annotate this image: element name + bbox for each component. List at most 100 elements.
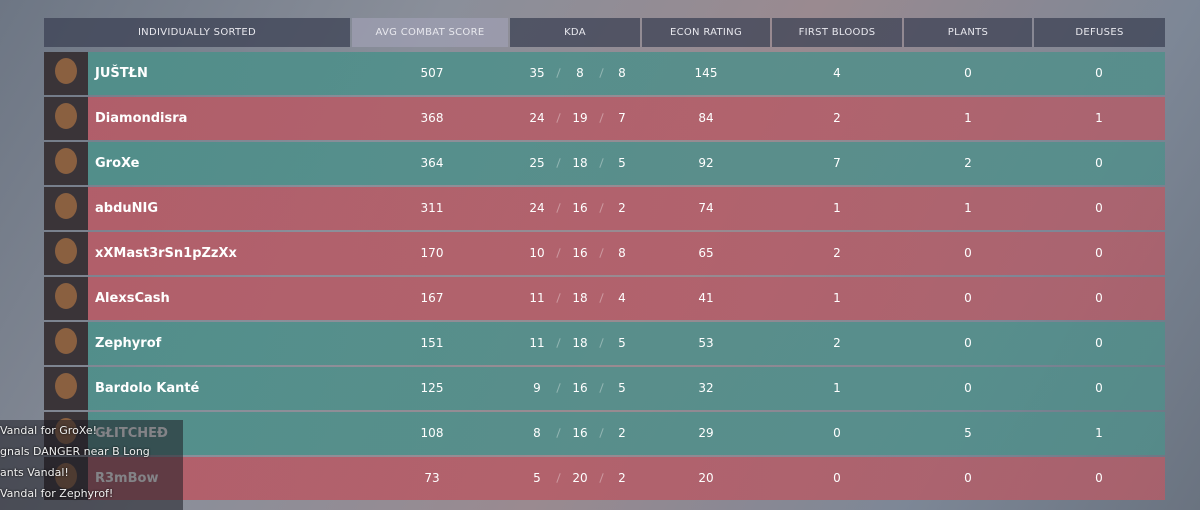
chat-overlay: [0, 420, 183, 510]
player-row: abduNIG 311 24 16 2 74 1 1 0: [44, 187, 1165, 230]
avatar-face: [55, 193, 77, 219]
stat-plants: 0: [964, 246, 972, 260]
stat-deaths: 19: [572, 111, 588, 125]
stat-defuses: 0: [1095, 471, 1103, 485]
stat-assists: 8: [618, 246, 626, 260]
stat-acs: 73: [424, 471, 440, 485]
stat-acs: 507: [420, 66, 444, 80]
stat-deaths: 16: [572, 201, 588, 215]
stat-deaths: 16: [572, 246, 588, 260]
avatar: [44, 52, 88, 95]
avatar-face: [55, 238, 77, 264]
stat-econ: 20: [698, 471, 714, 485]
player-row: xXMast3rSn1pZzXx 170 10 16 8 65 2 0 0: [44, 232, 1165, 275]
player-name: Bardolo Kanté: [95, 381, 200, 396]
stat-kills: 24: [529, 111, 545, 125]
player-name: Diamondisra: [95, 111, 188, 126]
stat-kills: 8: [533, 426, 541, 440]
stat-kills: 24: [529, 201, 545, 215]
stat-assists: 8: [618, 66, 626, 80]
player-name: GroXe: [95, 156, 140, 171]
player-row: AlexsCash 167 11 18 4 41 1 0 0: [44, 277, 1165, 320]
stat-first-bloods: 2: [833, 111, 841, 125]
column-header: INDIVIDUALLY SORTED: [44, 18, 350, 47]
player-name: xXMast3rSn1pZzXx: [95, 246, 237, 261]
chat-message: Vandal for Zephyrof!: [0, 487, 114, 500]
avatar: [44, 367, 88, 410]
avatar-face: [55, 58, 77, 84]
kda-separator: [556, 293, 561, 303]
kda-separator: [599, 203, 604, 213]
stat-plants: 0: [964, 291, 972, 305]
stat-kills: 11: [529, 291, 545, 305]
stat-defuses: 0: [1095, 66, 1103, 80]
player-row: Diamondisra 368 24 19 7 84 2 1 1: [44, 97, 1165, 140]
player-row: JUŠTŁN 507 35 8 8 145 4 0 0: [44, 52, 1165, 95]
avatar: [44, 232, 88, 275]
avatar: [44, 187, 88, 230]
stat-econ: 53: [698, 336, 714, 350]
kda-separator: [599, 113, 604, 123]
column-header: PLANTS: [904, 18, 1032, 47]
stat-deaths: 16: [572, 426, 588, 440]
stat-first-bloods: 2: [833, 336, 841, 350]
stat-deaths: 16: [572, 381, 588, 395]
stat-acs: 311: [420, 201, 444, 215]
kda-separator: [599, 338, 604, 348]
stat-defuses: 1: [1095, 426, 1103, 440]
stat-deaths: 18: [572, 291, 588, 305]
stat-deaths: 18: [572, 336, 588, 350]
stat-first-bloods: 2: [833, 246, 841, 260]
stat-acs: 170: [420, 246, 444, 260]
kda-separator: [599, 383, 604, 393]
stat-econ: 41: [698, 291, 714, 305]
stat-econ: 65: [698, 246, 714, 260]
chat-message: gnals DANGER near B Long: [0, 445, 150, 458]
stat-assists: 5: [618, 156, 626, 170]
stat-econ: 92: [698, 156, 714, 170]
column-header: FIRST BLOODS: [772, 18, 902, 47]
player-row: GroXe 364 25 18 5 92 7 2 0: [44, 142, 1165, 185]
kda-separator: [556, 113, 561, 123]
stat-econ: 32: [698, 381, 714, 395]
stat-deaths: 18: [572, 156, 588, 170]
stat-assists: 2: [618, 201, 626, 215]
stat-defuses: 0: [1095, 381, 1103, 395]
stat-plants: 0: [964, 66, 972, 80]
column-header: KDA: [510, 18, 640, 47]
player-name: AlexsCash: [95, 291, 170, 306]
kda-separator: [556, 473, 561, 483]
kda-separator: [556, 383, 561, 393]
stat-econ: 84: [698, 111, 714, 125]
chat-message: Vandal for GroXe!: [0, 424, 98, 437]
stat-plants: 5: [964, 426, 972, 440]
player-row: Zephyrof 151 11 18 5 53 2 0 0: [44, 322, 1165, 365]
avatar-face: [55, 103, 77, 129]
stat-defuses: 1: [1095, 111, 1103, 125]
stat-defuses: 0: [1095, 201, 1103, 215]
kda-separator: [599, 158, 604, 168]
stat-acs: 167: [420, 291, 444, 305]
avatar: [44, 97, 88, 140]
stat-first-bloods: 7: [833, 156, 841, 170]
kda-separator: [599, 428, 604, 438]
stat-assists: 5: [618, 381, 626, 395]
player-name: abduNIG: [95, 201, 159, 216]
stat-first-bloods: 0: [833, 471, 841, 485]
avatar-face: [55, 148, 77, 174]
avatar: [44, 277, 88, 320]
kda-separator: [599, 68, 604, 78]
avatar: [44, 322, 88, 365]
stat-acs: 151: [420, 336, 444, 350]
stat-assists: 2: [618, 426, 626, 440]
stat-first-bloods: 0: [833, 426, 841, 440]
stat-plants: 1: [964, 201, 972, 215]
stat-assists: 2: [618, 471, 626, 485]
stat-defuses: 0: [1095, 246, 1103, 260]
avatar-face: [55, 283, 77, 309]
column-header: AVG COMBAT SCORE: [352, 18, 508, 47]
stat-defuses: 0: [1095, 336, 1103, 350]
kda-separator: [556, 428, 561, 438]
player-name: Zephyrof: [95, 336, 162, 351]
